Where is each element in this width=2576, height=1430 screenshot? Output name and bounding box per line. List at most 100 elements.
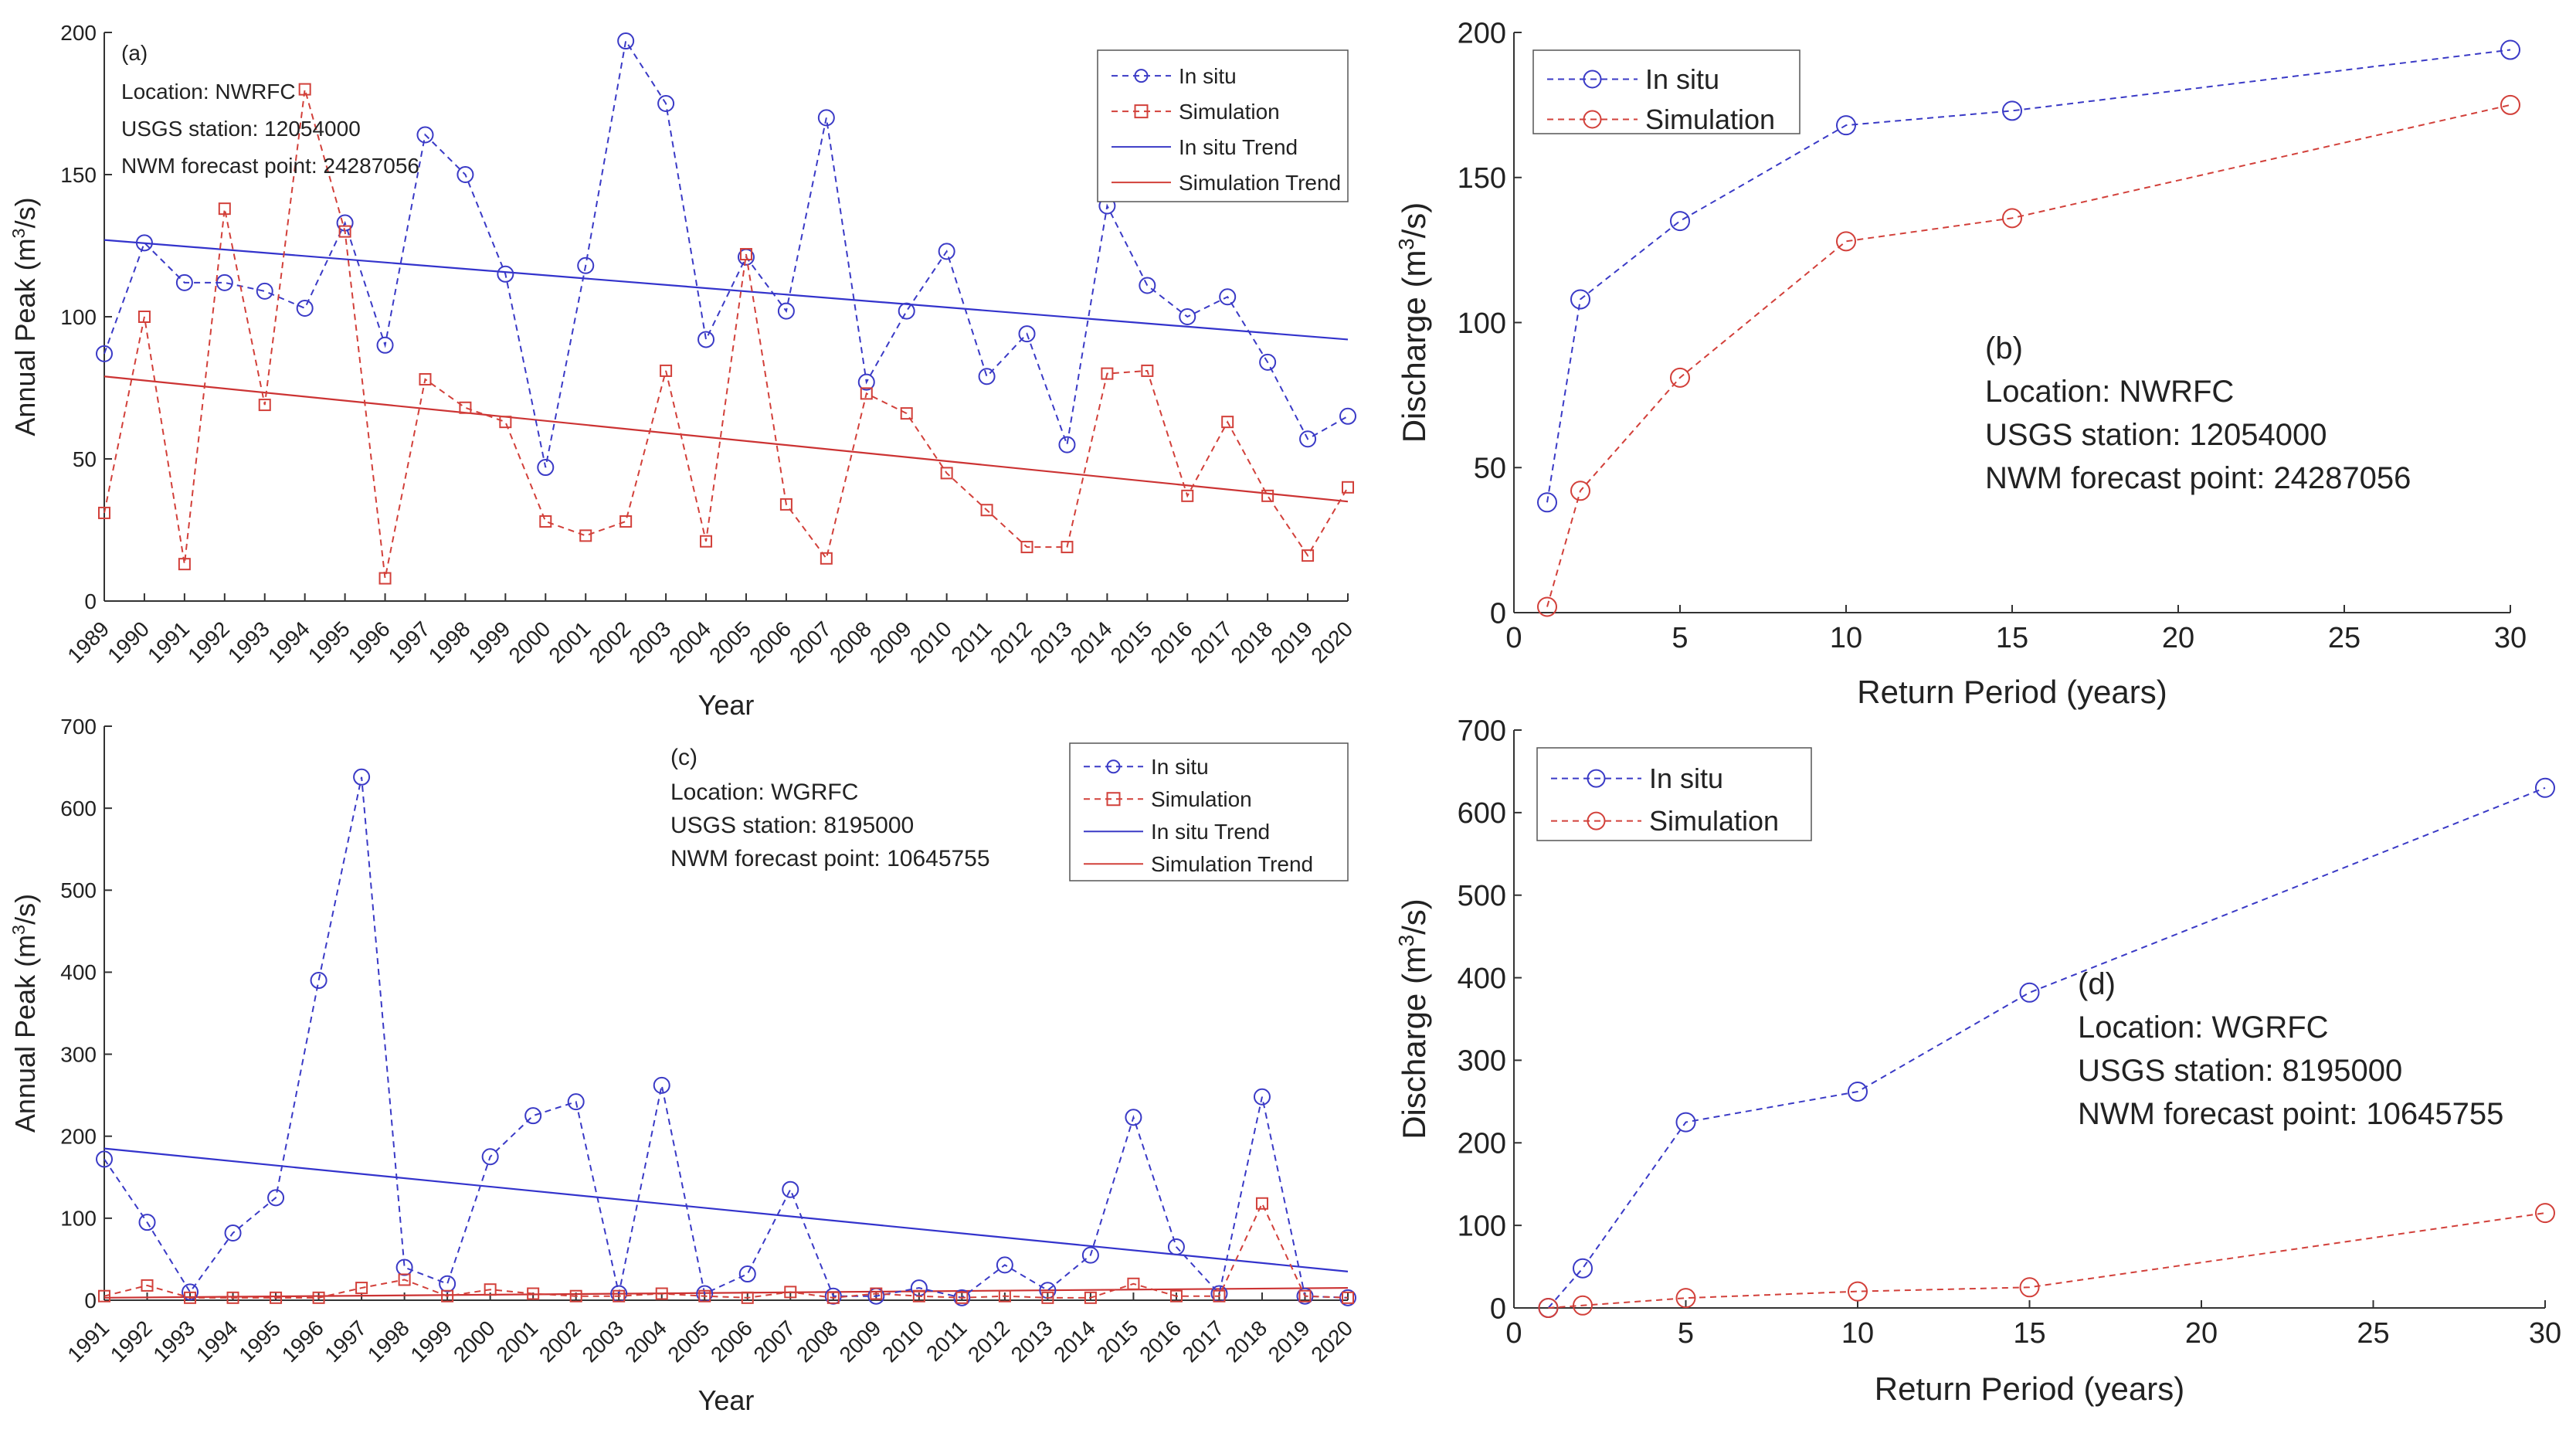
data-point [137, 311, 151, 323]
x-tick-label: 30 [2529, 1317, 2561, 1350]
data-point [1299, 430, 1317, 448]
data-point [135, 234, 153, 252]
legend: In situ Simulation [1536, 747, 1812, 841]
legend-label: Simulation Trend [1151, 852, 1313, 876]
data-point [439, 1275, 456, 1292]
panel-label: (c) [670, 745, 697, 770]
data-point [1041, 1291, 1054, 1304]
data-point [537, 459, 555, 477]
legend-label: In situ Trend [1179, 135, 1298, 159]
legend-label: Simulation [1151, 787, 1252, 811]
data-point [1213, 1289, 1226, 1303]
x-tick-label: 1997 [320, 1316, 371, 1367]
data-point [826, 1291, 840, 1304]
x-tick-label: 2014 [1066, 616, 1117, 667]
data-point [218, 202, 231, 216]
info-text: NWM forecast point: 10645755 [2078, 1097, 2503, 1131]
x-tick-label: 2010 [877, 1316, 928, 1367]
x-tick-label: 1993 [223, 616, 274, 667]
x-tick-label: 2004 [664, 616, 715, 667]
y-axis-label: Discharge (m3/s) [1394, 202, 1433, 443]
y-tick-label: 50 [73, 447, 97, 471]
legend-box [1536, 747, 1812, 841]
data-point [378, 572, 392, 585]
y-tick-label: 500 [1458, 880, 1506, 912]
data-point [296, 299, 314, 317]
y-tick-label: 200 [60, 1125, 97, 1149]
y-tick-label: 600 [60, 797, 97, 820]
data-point [741, 1291, 754, 1304]
data-point [657, 95, 675, 112]
series-line [104, 1201, 1349, 1299]
x-tick-label: 2020 [1306, 1316, 1357, 1367]
x-tick-label: 1995 [304, 616, 355, 667]
x-tick-label: 1998 [363, 1316, 414, 1367]
data-point [312, 1291, 325, 1304]
data-point [870, 1287, 883, 1300]
data-point [1339, 407, 1356, 425]
series-line [1548, 1212, 2546, 1309]
legend-label: Simulation [1649, 805, 1779, 837]
x-tick-label: 25 [2328, 622, 2360, 654]
data-point [1141, 364, 1154, 377]
info-text: NWM forecast point: 24287056 [1985, 461, 2411, 495]
x-tick-label: 1991 [143, 616, 194, 667]
y-tick-label: 400 [60, 960, 97, 984]
chart-panel-a: 0 50 100 150 200 1989199019911992199319941995… [8, 21, 1357, 721]
data-point [1538, 1298, 1559, 1318]
data-point [1259, 353, 1277, 371]
chart-panel-b: 0 50 100 150 200 0 5 10 15 20 25 30 Return Period (y… [1394, 17, 2527, 710]
data-point [1018, 325, 1036, 343]
info-text: USGS station: 12054000 [121, 117, 361, 141]
trend-line [104, 1286, 1349, 1299]
info-text: Location: NWRFC [121, 80, 296, 104]
data-point [216, 273, 233, 291]
data-point [98, 506, 110, 519]
y-axis-label: Annual Peak (m3/s) [8, 894, 41, 1133]
x-tick-label: 2003 [577, 1316, 628, 1367]
x-tick-label: 2010 [905, 616, 956, 667]
chart-panel-c: 0100200300400500600700199119921993199419… [8, 715, 1357, 1416]
x-tick-label: 2008 [825, 616, 876, 667]
data-point [1342, 1291, 1354, 1304]
legend-box [1532, 49, 1800, 134]
data-point [2002, 208, 2022, 229]
x-tick-label: 1999 [464, 616, 515, 667]
data-point [1573, 1295, 1593, 1316]
x-tick-label: 2013 [1026, 616, 1077, 667]
x-tick-label: 2012 [963, 1316, 1014, 1367]
data-point [184, 1291, 197, 1304]
data-point [2019, 982, 2040, 1003]
data-point [1342, 481, 1354, 494]
x-tick-label: 2004 [620, 1316, 671, 1367]
y-axis-label: Discharge (m3/s) [1394, 898, 1433, 1140]
x-axis-label: Return Period (years) [1875, 1371, 2184, 1407]
info-text: Location: NWRFC [1985, 375, 2234, 409]
data-point [178, 558, 191, 571]
x-tick-label: 2002 [535, 1316, 585, 1367]
data-point [395, 1258, 413, 1276]
data-point [617, 32, 635, 50]
y-tick-label: 150 [1458, 162, 1506, 195]
data-point [527, 1287, 540, 1300]
data-point [96, 1150, 113, 1168]
data-point [1253, 1088, 1271, 1106]
x-tick-label: 2007 [749, 1316, 800, 1367]
x-tick-label: 2014 [1049, 1316, 1100, 1367]
x-tick-label: 1996 [344, 616, 395, 667]
y-axis-label: Annual Peak (m3/s) [8, 197, 41, 436]
data-point [697, 331, 715, 348]
data-point [1848, 1281, 1868, 1302]
data-point [912, 1289, 925, 1303]
data-point [524, 1107, 542, 1125]
data-point [1573, 1258, 1593, 1279]
x-tick-label: 1996 [277, 1316, 328, 1367]
x-tick-label: 2006 [706, 1316, 757, 1367]
data-point [978, 368, 996, 386]
series-line [1547, 786, 2546, 1309]
data-point [456, 166, 474, 183]
x-tick-label: 2005 [704, 616, 755, 667]
x-tick-label: 2019 [1264, 1316, 1315, 1367]
x-tick-label: 2002 [584, 616, 635, 667]
data-point [998, 1289, 1011, 1303]
